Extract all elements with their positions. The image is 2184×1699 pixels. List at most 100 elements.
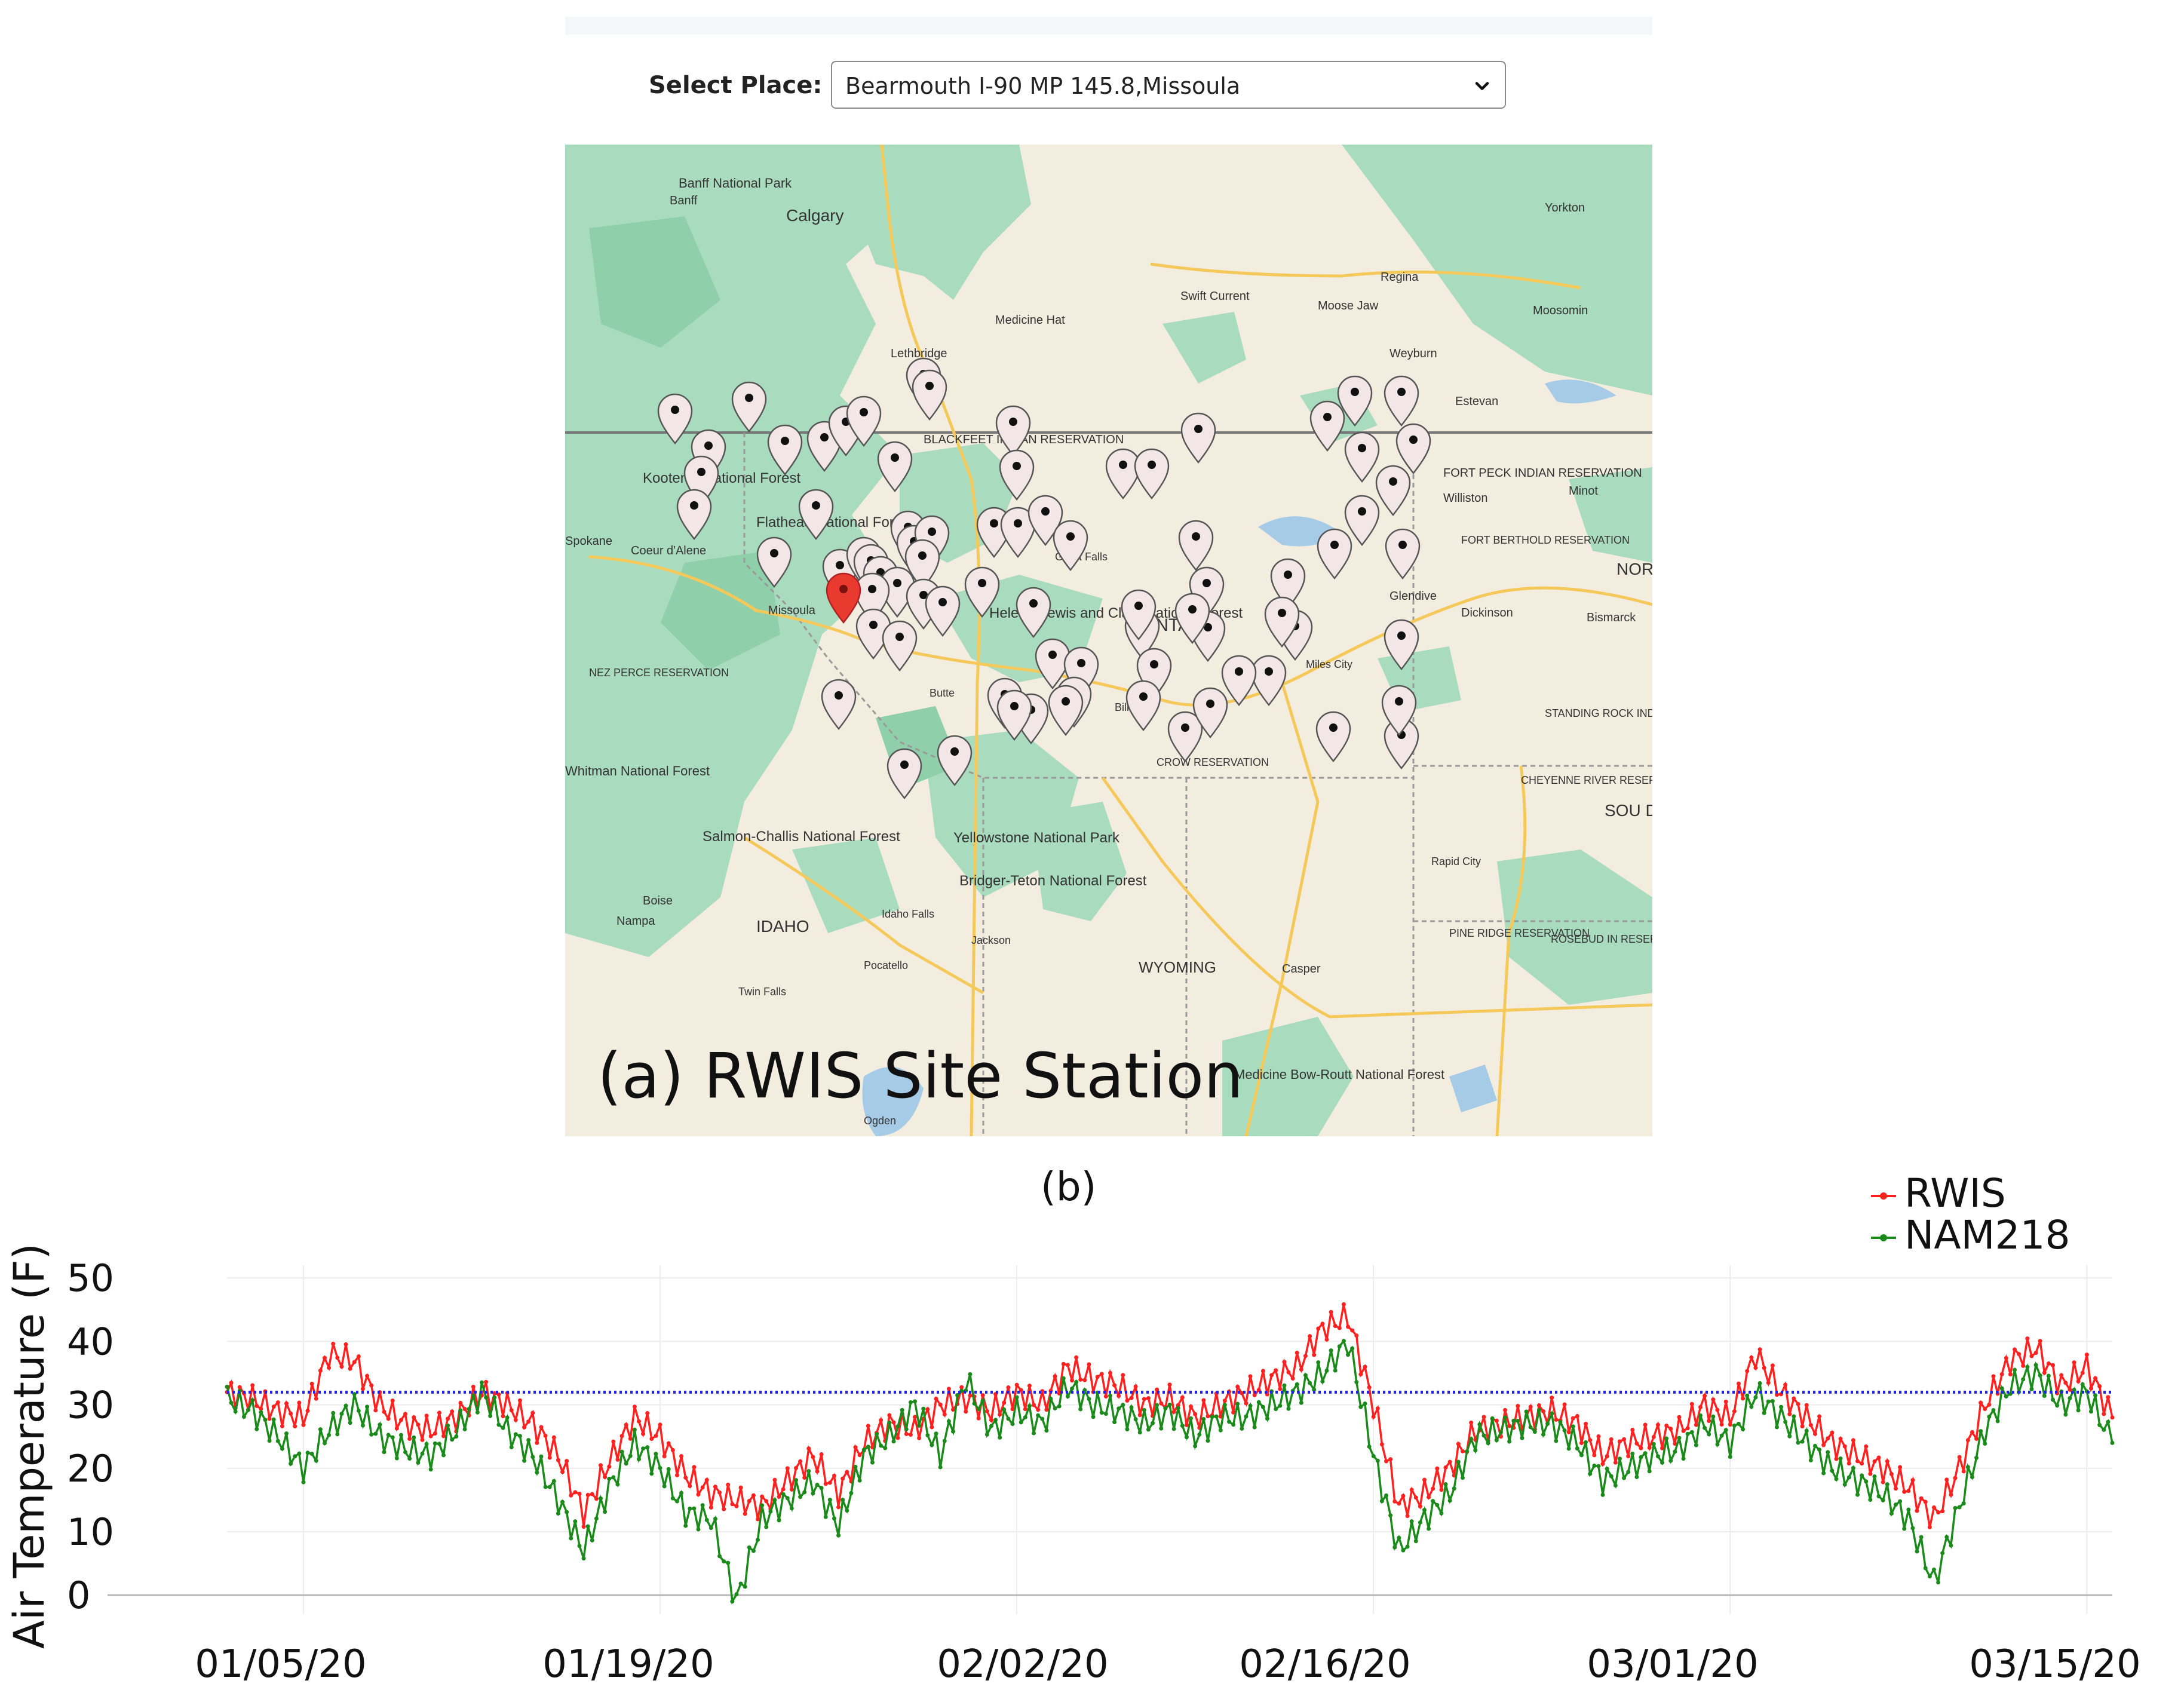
data-point <box>339 1364 344 1369</box>
data-point <box>441 1453 446 1458</box>
data-point <box>1286 1370 1291 1375</box>
data-point <box>1757 1347 1762 1352</box>
station-marker[interactable] <box>1167 711 1203 763</box>
data-point <box>412 1415 416 1420</box>
data-point <box>1703 1393 1707 1398</box>
map-canvas[interactable]: Banff National Park Banff Calgary Yorkton Re… <box>565 145 1652 1136</box>
data-point <box>1961 1469 1966 1474</box>
data-point <box>318 1427 323 1432</box>
station-marker[interactable] <box>1016 587 1051 639</box>
station-marker[interactable] <box>995 405 1031 457</box>
station-marker[interactable] <box>657 393 693 445</box>
station-marker[interactable] <box>1134 448 1170 500</box>
station-marker[interactable] <box>887 748 922 800</box>
data-point <box>1792 1396 1796 1401</box>
station-marker[interactable] <box>846 395 882 447</box>
data-point <box>237 1385 242 1390</box>
station-marker[interactable] <box>1192 687 1228 739</box>
station-marker[interactable] <box>912 369 947 421</box>
station-marker[interactable] <box>1381 685 1417 737</box>
data-point <box>1906 1507 1911 1512</box>
data-point <box>1965 1438 1970 1443</box>
station-marker[interactable] <box>676 489 712 541</box>
data-point <box>522 1425 527 1430</box>
data-point <box>1987 1414 1992 1419</box>
station-marker[interactable] <box>821 679 857 731</box>
data-point <box>1520 1436 1524 1440</box>
station-marker[interactable] <box>1384 619 1419 671</box>
data-point <box>730 1502 735 1507</box>
station-marker[interactable] <box>1337 375 1373 427</box>
station-marker[interactable] <box>1125 680 1161 732</box>
station-marker[interactable] <box>1121 589 1157 641</box>
selected-station-marker[interactable] <box>826 572 861 624</box>
data-point <box>293 1454 297 1459</box>
station-marker[interactable] <box>1053 520 1088 572</box>
station-marker[interactable] <box>937 735 973 787</box>
data-point <box>1902 1489 1907 1494</box>
map-place-label: Regina <box>1381 271 1419 284</box>
data-point <box>836 1533 841 1538</box>
select-place-dropdown[interactable]: Bearmouth I-90 MP 145.8,Missoula <box>831 61 1506 109</box>
data-point <box>764 1499 769 1504</box>
station-marker[interactable] <box>1344 431 1380 483</box>
station-marker[interactable] <box>1375 465 1411 517</box>
station-marker[interactable] <box>756 536 792 588</box>
data-point <box>1405 1544 1410 1549</box>
data-point <box>1392 1545 1397 1550</box>
station-marker[interactable] <box>1180 412 1216 464</box>
data-point <box>1481 1415 1486 1419</box>
data-point <box>641 1431 646 1436</box>
station-marker[interactable] <box>1395 423 1431 475</box>
data-point <box>1673 1442 1677 1446</box>
station-marker[interactable] <box>767 424 803 476</box>
station-marker[interactable] <box>996 689 1032 741</box>
station-marker[interactable] <box>1344 495 1380 547</box>
data-point <box>2080 1370 2085 1375</box>
data-point <box>777 1518 781 1523</box>
station-marker[interactable] <box>1385 528 1421 580</box>
data-point <box>250 1398 255 1403</box>
station-marker[interactable] <box>882 620 918 672</box>
data-point <box>607 1476 612 1481</box>
data-point <box>866 1424 870 1428</box>
station-marker[interactable] <box>731 381 767 433</box>
map-place-label: SOU DAKO <box>1605 801 1652 820</box>
rwis-map[interactable]: Banff National Park Banff Calgary Yorkton Re… <box>565 145 1652 1136</box>
station-marker[interactable] <box>877 441 913 493</box>
station-marker[interactable] <box>925 585 961 637</box>
station-marker[interactable] <box>1270 558 1306 610</box>
data-point <box>1872 1474 1877 1479</box>
station-marker[interactable] <box>1178 520 1214 572</box>
data-point <box>1741 1396 1746 1401</box>
data-point <box>1689 1401 1694 1406</box>
station-marker[interactable] <box>798 489 834 541</box>
station-marker[interactable] <box>1309 400 1345 452</box>
data-point <box>551 1479 556 1483</box>
data-point <box>1970 1430 1974 1434</box>
data-point <box>1885 1482 1889 1487</box>
data-point <box>1282 1383 1287 1388</box>
station-marker[interactable] <box>1221 655 1257 707</box>
station-marker[interactable] <box>964 566 1000 618</box>
data-point <box>1112 1420 1117 1425</box>
data-point <box>2025 1364 2030 1369</box>
station-marker[interactable] <box>1000 507 1036 559</box>
data-point <box>267 1439 272 1443</box>
station-marker[interactable] <box>1264 596 1300 648</box>
data-point <box>802 1490 807 1495</box>
station-marker[interactable] <box>999 449 1035 501</box>
data-point <box>1800 1424 1805 1429</box>
data-point <box>1469 1437 1474 1442</box>
station-marker[interactable] <box>904 539 940 591</box>
station-marker[interactable] <box>1048 685 1084 737</box>
station-marker[interactable] <box>1174 593 1210 645</box>
station-marker[interactable] <box>1384 375 1419 427</box>
data-point <box>297 1451 302 1456</box>
data-point <box>1698 1413 1703 1418</box>
station-marker[interactable] <box>1317 528 1352 580</box>
station-marker[interactable] <box>1315 711 1351 763</box>
data-point <box>1987 1402 1992 1407</box>
data-point <box>950 1407 955 1412</box>
data-point <box>688 1506 692 1511</box>
